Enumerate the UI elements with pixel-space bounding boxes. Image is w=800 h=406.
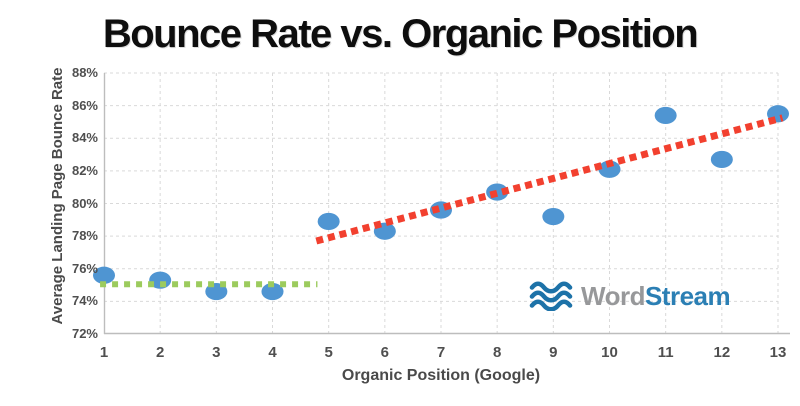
y-tick-label: 80% [71,195,98,211]
x-tick-label: 1 [99,344,109,361]
y-tick-label: 72% [71,326,98,341]
x-tick-label: 9 [549,344,558,361]
x-tick-label: 11 [657,344,674,361]
logo-text: WordStream [581,281,731,311]
x-axis-title: Organic Position (Google) [341,367,541,384]
chart-title: Bounce Rate vs. Organic Position [102,12,699,56]
x-tick-label: 6 [380,344,389,361]
data-point [654,106,677,125]
data-point [542,207,565,226]
x-tick-label: 3 [212,344,221,361]
y-tick-label: 74% [71,293,98,309]
waves-icon [529,281,573,311]
plot-svg [93,72,790,335]
data-point [261,282,284,301]
x-tick-label: 13 [769,344,787,361]
y-tick-label: 76% [71,260,98,276]
data-point [317,212,340,231]
x-tick-label: 4 [268,344,277,361]
x-tick-label: 2 [155,344,165,361]
y-tick-label: 88% [71,65,98,80]
data-point [93,266,115,284]
logo-word: Word [581,281,645,311]
y-tick-label: 84% [71,130,98,146]
x-tick-label: 12 [713,344,731,361]
y-tick-label: 82% [71,162,98,178]
logo-stream: Stream [644,281,731,311]
wordstream-logo: WordStream [529,281,731,311]
data-point [598,160,621,178]
x-tick-label: 8 [492,344,502,361]
data-point [710,150,733,169]
y-tick-label: 78% [71,228,98,244]
wave-strokes [529,281,573,311]
x-tick-label: 10 [601,344,618,361]
y-tick-label: 86% [71,97,98,113]
x-tick-label: 5 [324,344,333,361]
data-point [205,282,228,301]
rising-trend-positions-5-13 [315,114,784,245]
x-tick-label: 7 [436,344,446,361]
